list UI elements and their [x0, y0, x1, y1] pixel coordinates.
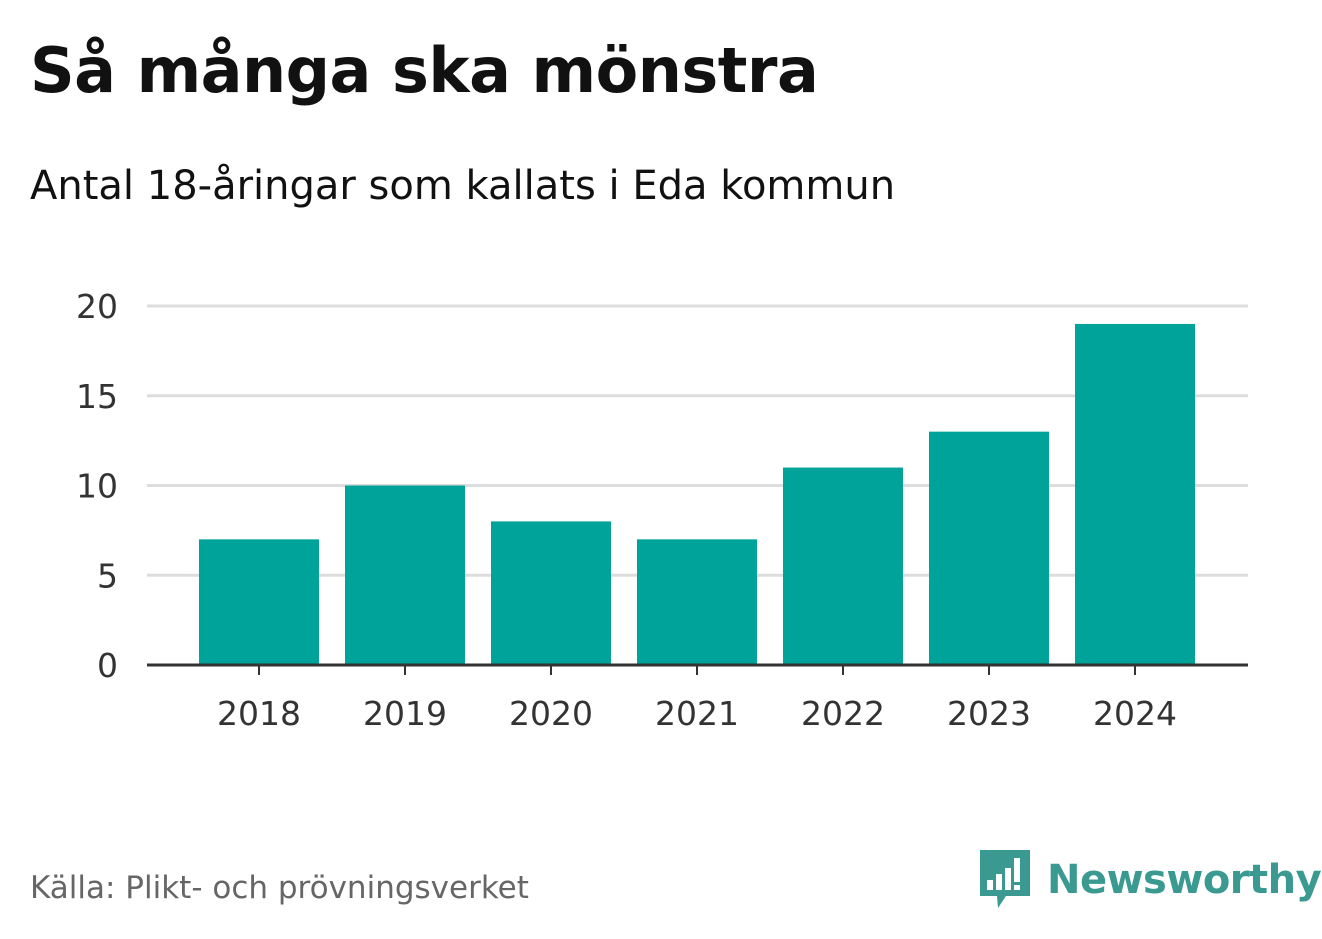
- y-tick-label-0: 0: [97, 646, 118, 685]
- x-tick-label-2022: 2022: [801, 694, 885, 733]
- newsworthy-logo-icon: [980, 850, 1030, 908]
- x-tick-label-2024: 2024: [1093, 694, 1177, 733]
- brand-logo: Newsworthy: [980, 848, 1322, 912]
- y-tick-label-5: 5: [97, 556, 118, 595]
- bar-2018: [199, 539, 319, 665]
- bar-2019: [345, 485, 465, 665]
- x-tick-label-2018: 2018: [217, 694, 301, 733]
- chart-subtitle: Antal 18-åringar som kallats i Eda kommu…: [30, 163, 896, 209]
- x-tick-label-2020: 2020: [509, 694, 593, 733]
- x-tick-label-2023: 2023: [947, 694, 1031, 733]
- bar-2023: [929, 431, 1049, 665]
- x-tick-label-2019: 2019: [363, 694, 447, 733]
- bar-2021: [637, 539, 757, 665]
- bar-2020: [491, 521, 611, 665]
- chart-title: Så många ska mönstra: [30, 34, 819, 107]
- x-tick-label-2021: 2021: [655, 694, 739, 733]
- source-note: Källa: Plikt- och prövningsverket: [30, 870, 529, 906]
- y-tick-label-15: 15: [76, 377, 118, 416]
- bar-2024: [1075, 323, 1195, 665]
- brand-name: Newsworthy: [1047, 857, 1322, 903]
- y-tick-label-20: 20: [76, 287, 118, 326]
- bar-2022: [783, 467, 903, 665]
- y-tick-label-10: 10: [76, 467, 118, 506]
